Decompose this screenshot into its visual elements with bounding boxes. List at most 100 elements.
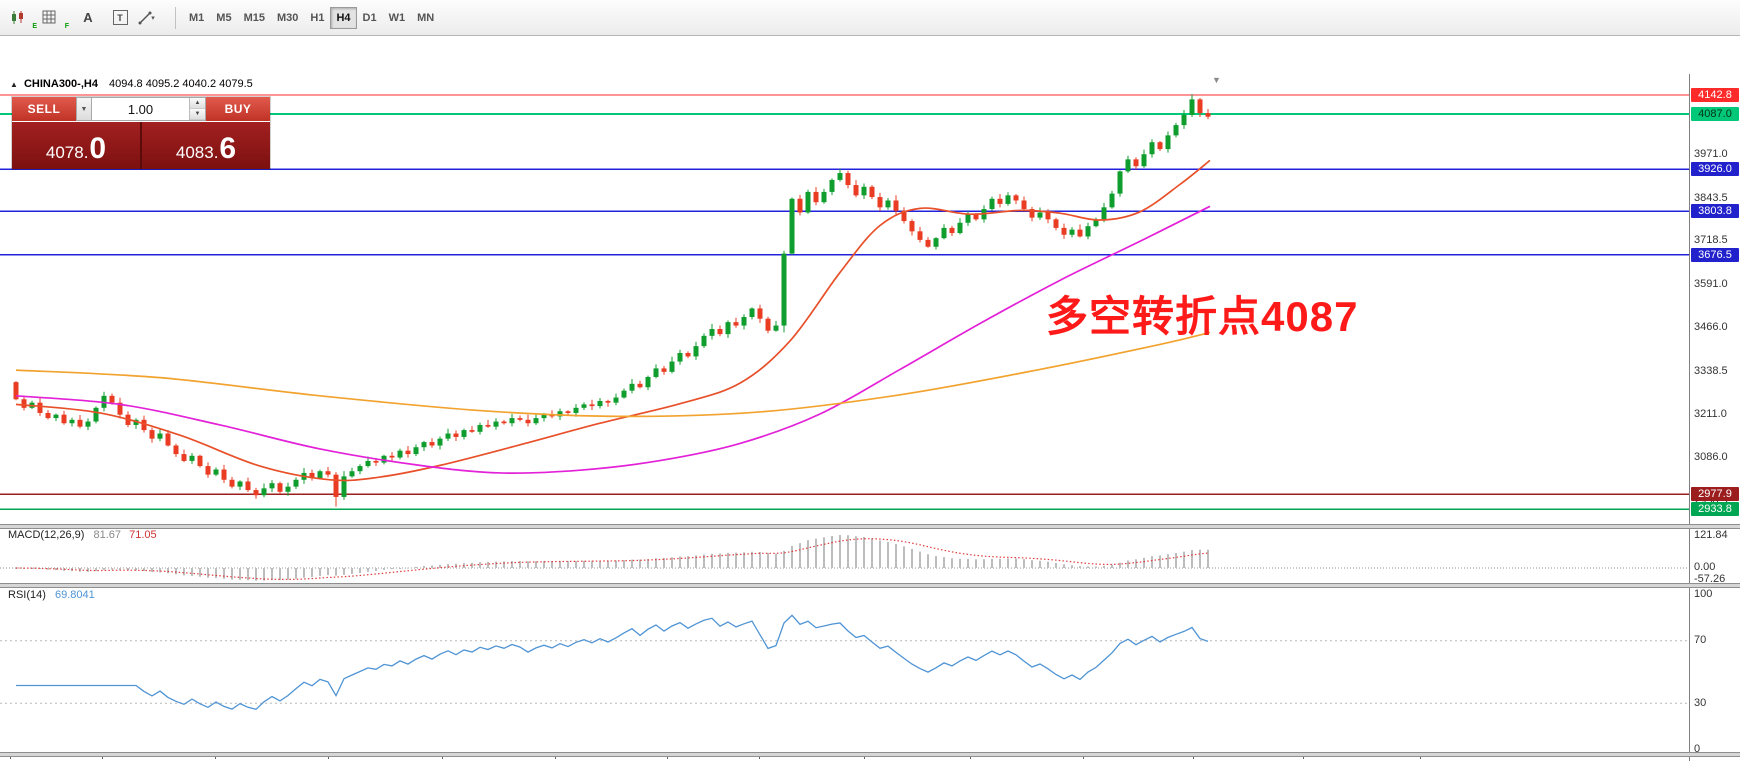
- indicator-scale-label: 121.84: [1694, 529, 1728, 541]
- chart-header: ▲ CHINA300-,H4 4094.8 4095.2 4040.2 4079…: [10, 78, 253, 90]
- grid-glyph-icon: [42, 10, 56, 24]
- letter-a-icon: A: [83, 10, 93, 25]
- price-badge-2933.8: 2933.8: [1691, 502, 1739, 517]
- indicator-scale-label: 0: [1694, 743, 1701, 755]
- sell-button[interactable]: SELL: [12, 97, 76, 121]
- sell-price-big-digit: 0: [89, 132, 107, 165]
- price-tick-label: 3086.0: [1694, 451, 1728, 464]
- symbol-title: CHINA300-,H4: [23, 78, 98, 90]
- trade-panel-prices: 4078. 0 4083. 6: [12, 122, 270, 169]
- volume-control: ▲ ▼: [92, 97, 206, 121]
- toolbar: E F A T ▾ M1 M5 M15 M30 H1: [0, 0, 1740, 36]
- time-tick: [102, 755, 103, 759]
- time-tick: [442, 755, 443, 759]
- indicator-scale-label: 30: [1694, 697, 1707, 709]
- volume-stepper: ▲ ▼: [189, 98, 205, 120]
- sell-price-main: 4078.: [45, 143, 89, 162]
- one-click-trade-panel: SELL ▼ ▲ ▼ BUY 4078. 0 4083.: [12, 97, 270, 169]
- price-tick-label: 3718.5: [1694, 234, 1728, 247]
- macd-label: MACD(12,26,9) 81.67 71.05: [8, 529, 157, 541]
- trendline-icon: [138, 11, 152, 24]
- time-tick: [215, 755, 216, 759]
- time-tick: [1083, 755, 1084, 759]
- price-badge-3926.0: 3926.0: [1691, 162, 1739, 177]
- ohlc-readout: 4094.8 4095.2 4040.2 4079.5: [109, 78, 253, 90]
- macd-title: MACD(12,26,9): [8, 529, 85, 541]
- price-badge-3803.8: 3803.8: [1691, 204, 1739, 219]
- macd-signal-value: 71.05: [129, 529, 157, 541]
- chart-type-icon[interactable]: E: [9, 5, 39, 31]
- timeframe-m15[interactable]: M15: [243, 11, 265, 24]
- timeframe-h4[interactable]: H4: [330, 6, 357, 29]
- time-tick: [667, 755, 668, 759]
- time-tick: [970, 755, 971, 759]
- price-tick-label: 3843.5: [1694, 191, 1728, 204]
- buy-price-main: 4083.: [175, 143, 219, 162]
- toolbar-separator: [175, 6, 176, 29]
- indicator-scale-label: 0.00: [1694, 561, 1716, 573]
- buy-price-big-digit: 6: [219, 132, 237, 165]
- rsi-value: 69.8041: [54, 589, 95, 601]
- price-badge-4142.8: 4142.8: [1691, 88, 1739, 102]
- rsi-label: RSI(14) 69.8041: [8, 589, 95, 601]
- splitter-macd-rsi[interactable]: [0, 583, 1740, 588]
- indicator-scale-label: 100: [1694, 588, 1713, 600]
- icon-badge: F: [64, 22, 69, 30]
- candlestick-icon: [12, 10, 23, 24]
- price-tick-label: 3211.0: [1694, 408, 1727, 421]
- chart-shift-marker[interactable]: ▼: [1212, 75, 1221, 85]
- price-tick-label: 3338.5: [1694, 364, 1728, 377]
- price-tick-label: 3971.0: [1694, 147, 1728, 160]
- price-scale[interactable]: 3971.0 3843.5 3718.5 3591.0 3466.0 3338.5 3211…: [1689, 74, 1740, 761]
- volume-down-button[interactable]: ▼: [190, 109, 205, 120]
- price-badge-3676.5: 3676.5: [1691, 247, 1739, 262]
- time-tick: [10, 755, 11, 759]
- one-click-panel-toggle-icon[interactable]: ▲: [10, 80, 18, 89]
- volume-input[interactable]: [92, 98, 189, 120]
- font-tool-icon[interactable]: A: [73, 5, 103, 31]
- timeframe-w1[interactable]: W1: [388, 11, 406, 24]
- text-label-tool-icon[interactable]: T: [105, 5, 135, 31]
- timeframe-mn[interactable]: MN: [417, 11, 435, 24]
- order-type-dropdown[interactable]: ▼: [76, 97, 92, 121]
- buy-price-button[interactable]: 4083. 6: [142, 122, 270, 169]
- timeframe-m30[interactable]: M30: [276, 11, 299, 24]
- chevron-down-icon: ▾: [151, 14, 155, 22]
- time-tick: [1420, 755, 1421, 759]
- indicator-scale-label: -57.26: [1694, 573, 1726, 585]
- timeframe-m5[interactable]: M5: [216, 11, 232, 24]
- timeframe-d1[interactable]: D1: [362, 11, 377, 24]
- time-axis[interactable]: 4 Dec 201812 Dec 01:3020 Dec 01:3028 Dec…: [0, 755, 1689, 761]
- buy-button[interactable]: BUY: [206, 97, 270, 121]
- rsi-panel-plot[interactable]: [0, 586, 1689, 752]
- splitter-main-macd[interactable]: [0, 524, 1740, 529]
- time-tick: [759, 755, 760, 759]
- timeframe-group: M1 M5 M15 M30 H1 H4 D1 W1 MN: [183, 6, 440, 29]
- sell-price-button[interactable]: 4078. 0: [12, 122, 140, 169]
- macd-main-value: 81.67: [93, 529, 122, 541]
- volume-up-button[interactable]: ▲: [190, 98, 205, 109]
- chart-window: ▲ CHINA300-,H4 4094.8 4095.2 4040.2 4079…: [0, 37, 1740, 761]
- boxed-t-icon: T: [112, 10, 128, 25]
- trade-panel-controls: SELL ▼ ▲ ▼ BUY: [12, 97, 270, 121]
- time-tick: [1193, 755, 1194, 759]
- icon-badge: E: [32, 22, 37, 30]
- splitter-rsi-timeaxis[interactable]: [0, 752, 1740, 757]
- chart-text-annotation: 多空转折点4087: [1046, 293, 1359, 340]
- draw-tools-dropdown[interactable]: ▾: [137, 5, 167, 31]
- time-tick: [1303, 755, 1304, 759]
- grid-icon[interactable]: F: [41, 5, 71, 31]
- price-badge-2977.9: 2977.9: [1691, 487, 1739, 502]
- time-tick: [328, 755, 329, 759]
- time-tick: [555, 755, 556, 759]
- timeframe-h1[interactable]: H1: [310, 11, 325, 24]
- macd-panel-plot[interactable]: [0, 527, 1689, 583]
- time-tick: [864, 755, 865, 759]
- main-chart-plot[interactable]: [0, 74, 1689, 524]
- price-badge-4087.0: 4087.0: [1691, 107, 1739, 122]
- indicator-scale-label: 70: [1694, 634, 1707, 646]
- timeframe-m1[interactable]: M1: [189, 11, 205, 24]
- price-tick-label: 3466.0: [1694, 320, 1728, 333]
- rsi-title: RSI(14): [8, 589, 46, 601]
